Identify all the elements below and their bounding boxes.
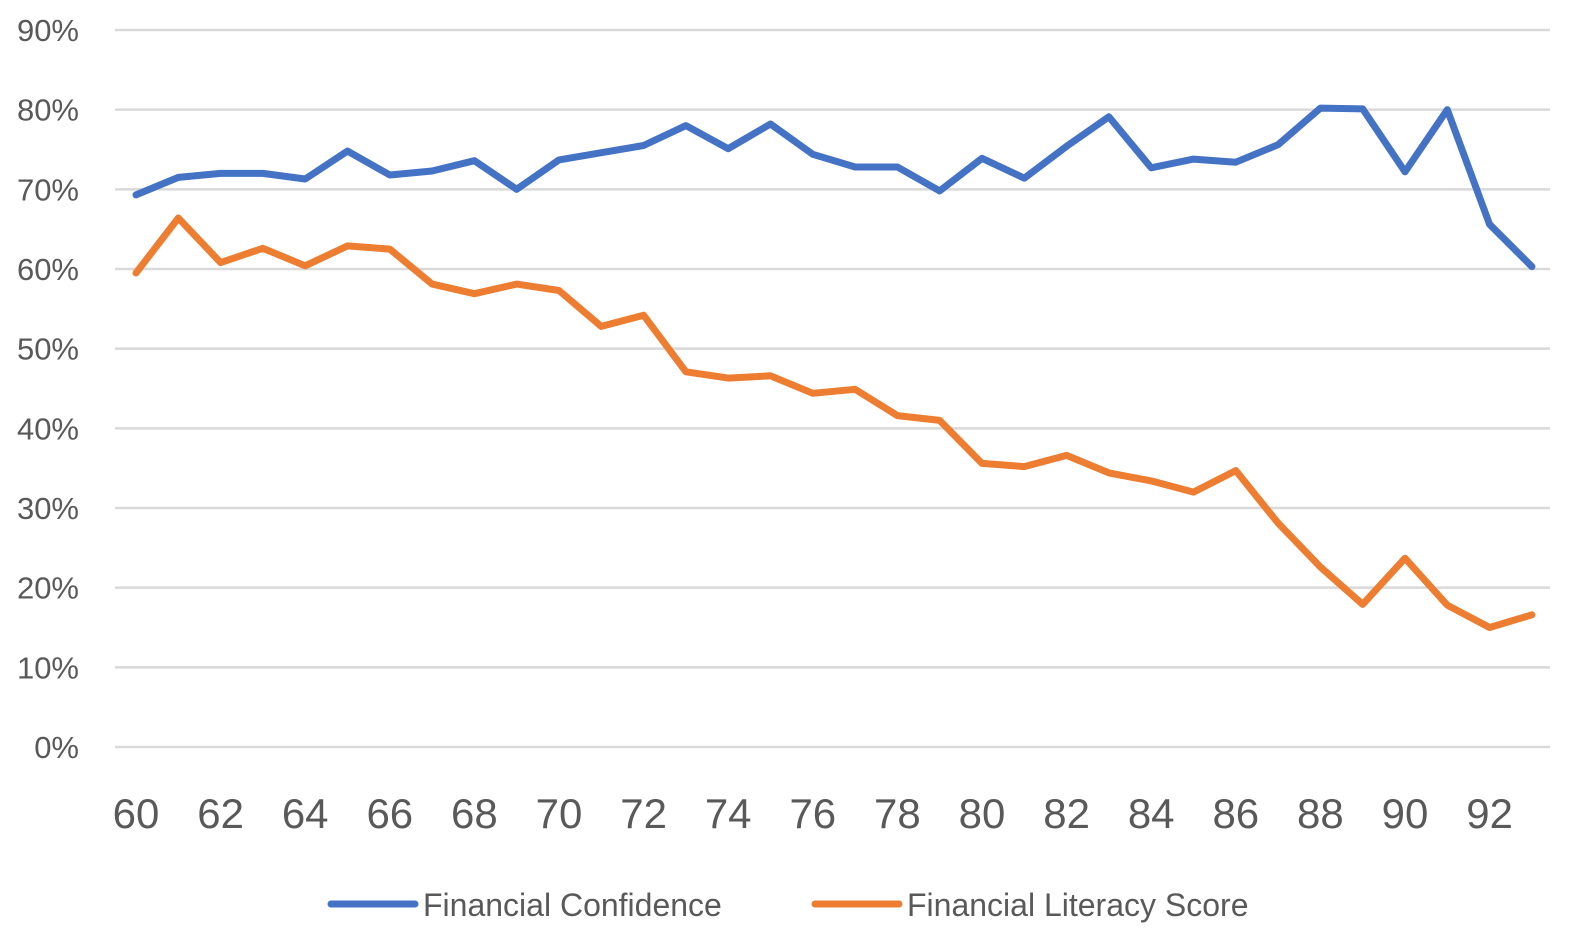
x-tick-label: 92: [1466, 790, 1513, 837]
y-tick-label: 90%: [17, 13, 79, 48]
legend-label: Financial Literacy Score: [907, 887, 1248, 923]
x-tick-label: 70: [536, 790, 583, 837]
x-tick-label: 68: [451, 790, 498, 837]
x-tick-label: 80: [959, 790, 1006, 837]
y-tick-label: 50%: [17, 332, 79, 367]
y-tick-label: 30%: [17, 491, 79, 526]
x-tick-label: 78: [874, 790, 921, 837]
x-tick-label: 88: [1297, 790, 1344, 837]
y-tick-label: 60%: [17, 252, 79, 287]
gridlines: [115, 28, 1550, 749]
x-tick-label: 74: [705, 790, 752, 837]
x-tick-label: 86: [1212, 790, 1259, 837]
y-tick-label: 70%: [17, 172, 79, 207]
series-line-1: [132, 104, 1536, 271]
y-tick-label: 0%: [34, 730, 79, 765]
y-tick-label: 10%: [17, 650, 79, 685]
x-tick-label: 72: [620, 790, 667, 837]
y-tick-label: 40%: [17, 411, 79, 446]
legend-label: Financial Confidence: [423, 887, 722, 923]
x-tick-label: 82: [1043, 790, 1090, 837]
series-line-2: [132, 214, 1536, 631]
y-tick-label: 20%: [17, 571, 79, 606]
x-tick-label: 76: [789, 790, 836, 837]
x-axis: 60 62 64 66 68 70 72 74 76 78 80 82 84 86 88 90 92: [113, 790, 1513, 837]
legend: Financial Confidence Financial Literacy S…: [327, 887, 1248, 923]
x-tick-label: 62: [197, 790, 244, 837]
x-tick-label: 90: [1382, 790, 1429, 837]
y-axis: 0% 10% 20% 30% 40% 50% 60% 70% 80% 90%: [17, 13, 79, 765]
y-tick-label: 80%: [17, 93, 79, 128]
x-tick-label: 64: [282, 790, 329, 837]
x-tick-label: 66: [366, 790, 413, 837]
x-tick-label: 84: [1128, 790, 1175, 837]
x-tick-label: 60: [113, 790, 160, 837]
plot-area: [132, 104, 1536, 631]
